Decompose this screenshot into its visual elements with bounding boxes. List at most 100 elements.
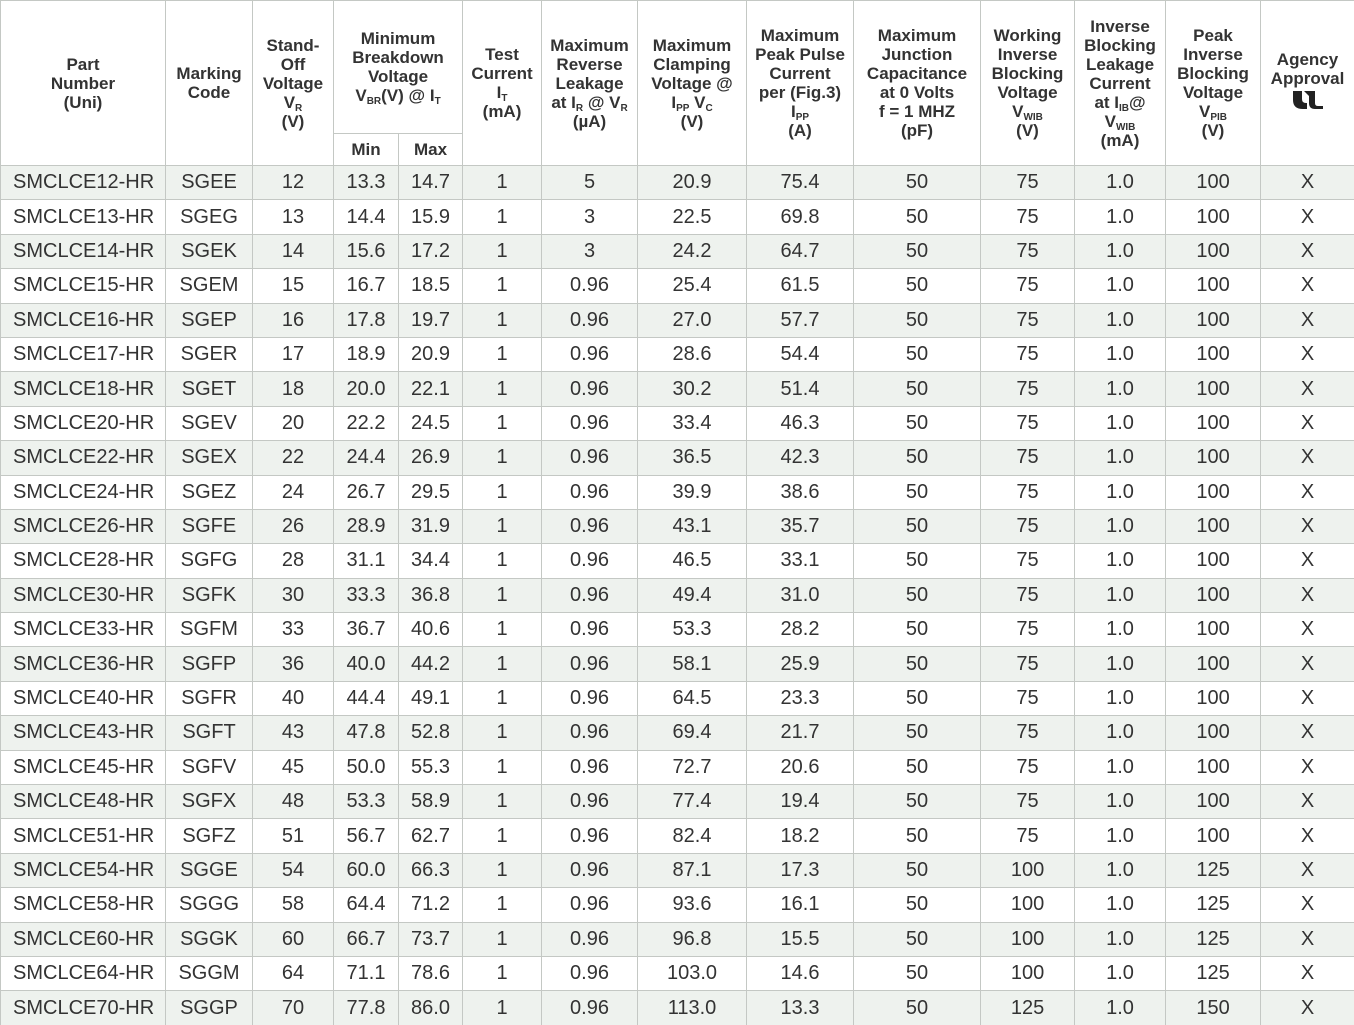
cell: X — [1260, 784, 1354, 820]
cell: 53.3 — [333, 784, 399, 820]
cell: 0.96 — [541, 921, 639, 957]
header-line: Agency — [1262, 50, 1354, 69]
cell: 82.4 — [637, 818, 748, 854]
cell: 1 — [462, 371, 543, 407]
cell: 50 — [853, 887, 982, 923]
cell: 75 — [980, 268, 1076, 304]
cell: 100 — [1165, 646, 1262, 682]
cell: 33 — [252, 612, 334, 648]
cell: 51 — [252, 818, 334, 854]
cell: 0.96 — [541, 818, 639, 854]
cell: 0.96 — [541, 302, 639, 338]
cell: 12 — [252, 164, 334, 201]
cell: SMCLCE16-HR — [0, 302, 166, 338]
cell: 15 — [252, 268, 334, 304]
cell: 31.1 — [333, 543, 399, 579]
header-text: V — [355, 86, 367, 105]
cell: 75 — [980, 336, 1076, 373]
cell: 33.3 — [333, 577, 399, 614]
cell: 50 — [853, 784, 982, 820]
header-line: at IR @ VR — [543, 93, 637, 114]
cell: 75 — [980, 749, 1076, 786]
cell: 100 — [1165, 440, 1262, 476]
cell: SGGE — [165, 852, 253, 889]
header-line: (µA) — [543, 112, 637, 131]
cell: 1.0 — [1074, 268, 1167, 304]
data-row: SMCLCE17-HR SGER 17 18.9 20.9 1 0.96 28.6 54.4 50… — [0, 336, 1354, 373]
cell: 100 — [1165, 268, 1262, 304]
header-text: Agency — [1276, 50, 1339, 69]
cell: SMCLCE22-HR — [0, 440, 166, 476]
table-body: SMCLCE12-HR SGEE 12 13.3 14.7 1 5 20.9 75.4 50 75 1… — [0, 164, 1354, 1025]
header-line: Leakage — [543, 73, 637, 93]
cell: 17 — [252, 336, 334, 373]
cell: 125 — [1165, 955, 1262, 992]
header-line: VWIB — [1076, 112, 1165, 133]
cell: 16.1 — [746, 887, 855, 923]
header-text: @ — [1129, 92, 1146, 112]
cell: 75 — [980, 508, 1076, 545]
cell: 125 — [1165, 887, 1262, 923]
cell: 22.1 — [397, 371, 464, 407]
cell: 1.0 — [1074, 199, 1167, 235]
cell: 100 — [980, 887, 1076, 923]
cell: 13.3 — [333, 164, 399, 201]
cell: SMCLCE36-HR — [0, 646, 166, 682]
header-text: (V) — [680, 111, 704, 131]
cell: 150 — [1165, 990, 1262, 1025]
cell: 64.7 — [746, 233, 855, 270]
cell: 60 — [252, 921, 334, 957]
cell: 50 — [853, 543, 982, 579]
cell: 16.7 — [333, 268, 399, 304]
header-line: (mA) — [464, 102, 541, 121]
cell: 103.0 — [637, 955, 748, 992]
cell: 100 — [1165, 336, 1262, 373]
data-row: SMCLCE22-HR SGEX 22 24.4 26.9 1 0.96 36.5 42.3 50… — [0, 440, 1354, 476]
header-text: Leakage — [555, 73, 624, 93]
header-cell: Maximum Junction Capacitance at 0 Volts f = … — [853, 0, 982, 166]
cell: 1 — [462, 715, 543, 751]
cell: 1.0 — [1074, 405, 1167, 442]
cell: 1 — [462, 199, 543, 235]
cell: 42.3 — [746, 440, 855, 476]
cell: 69.4 — [637, 715, 748, 751]
cell: 64.5 — [637, 680, 748, 717]
cell: X — [1260, 818, 1354, 854]
cell: SMCLCE58-HR — [0, 887, 166, 923]
cell: SGEP — [165, 302, 253, 338]
cell: 50 — [853, 921, 982, 957]
header-line: VR — [254, 92, 333, 114]
header-line: Voltage — [254, 74, 333, 93]
cell: 0.96 — [541, 784, 639, 820]
subheader-row: Min Max — [1, 133, 1354, 166]
cell: SGEV — [165, 405, 253, 442]
cell: 54.4 — [746, 336, 855, 373]
cell: 1 — [462, 646, 543, 682]
cell: 100 — [1165, 577, 1262, 614]
header-text: V — [283, 92, 296, 112]
cell: 20.9 — [397, 336, 464, 373]
subheader-cell: Min — [333, 133, 399, 166]
cell: 75 — [980, 543, 1076, 579]
cell: 14 — [252, 233, 334, 270]
cell: 54 — [252, 852, 334, 889]
cell: 0.96 — [541, 543, 639, 579]
cell: 20.0 — [333, 371, 399, 407]
cell: 1.0 — [1074, 336, 1167, 373]
cell: 44.2 — [397, 646, 464, 682]
cell: SGFT — [165, 715, 253, 751]
cell: 22 — [252, 440, 334, 476]
header-text: Off — [280, 54, 306, 74]
cell: 50 — [853, 302, 982, 338]
cell: 26.9 — [397, 440, 464, 476]
header-text: Stand- — [266, 35, 320, 55]
header-text: (Uni) — [63, 92, 103, 112]
header-text: Blocking — [991, 64, 1064, 83]
cell: 1.0 — [1074, 164, 1167, 201]
cell: 1.0 — [1074, 371, 1167, 407]
cell: 1.0 — [1074, 543, 1167, 579]
header-text: I — [496, 83, 502, 102]
cell: 50 — [853, 199, 982, 235]
data-row: SMCLCE40-HR SGFR 40 44.4 49.1 1 0.96 64.5 23.3 50… — [0, 680, 1354, 717]
cell: 1 — [462, 508, 543, 545]
